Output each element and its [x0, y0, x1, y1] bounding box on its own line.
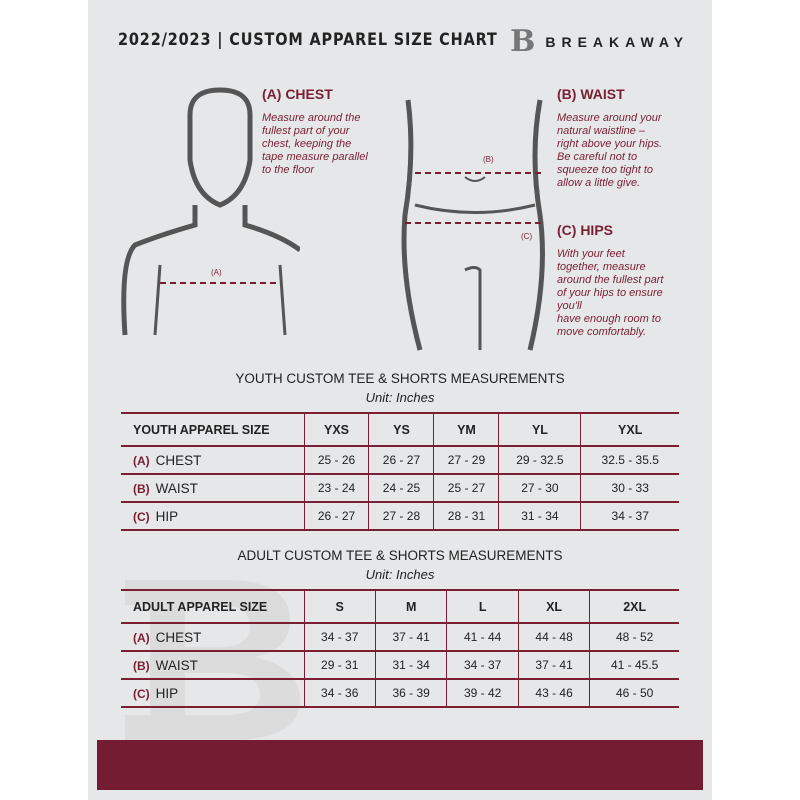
- row-label: (C) HIP: [121, 679, 305, 708]
- measurement-cell: 32.5 - 35.5: [580, 446, 679, 475]
- header-cell: YOUTH APPAREL SIZE: [121, 412, 305, 447]
- measurement-cell: 44 - 48: [518, 623, 591, 652]
- row-label: (C) HIP: [121, 502, 305, 531]
- measurement-cell: 46 - 50: [589, 679, 679, 708]
- youth-table-unit: Unit: Inches: [365, 390, 435, 405]
- header-cell: YXL: [580, 412, 679, 447]
- measurement-cell: 24 - 25: [368, 474, 435, 503]
- footer-bar: [97, 740, 703, 790]
- measurement-cell: 36 - 39: [375, 679, 448, 708]
- measurement-cell: 28 - 31: [433, 502, 500, 531]
- header-cell: 2XL: [589, 589, 679, 624]
- measurement-cell: 37 - 41: [375, 623, 448, 652]
- row-letter: (B): [133, 481, 150, 496]
- header-cell: L: [446, 589, 519, 624]
- youth-size-table: YOUTH APPAREL SIZE YXS YS YM YL YXL (A) CHEST 25…: [121, 412, 679, 531]
- upper-body-illustration: [121, 87, 300, 336]
- measurement-cell: 30 - 33: [580, 474, 679, 503]
- hips-marker: (C): [521, 232, 533, 241]
- row-letter: (C): [133, 509, 150, 524]
- measurement-cell: 27 - 30: [498, 474, 582, 503]
- header-cell: XL: [518, 589, 591, 624]
- row-letter: (A): [133, 630, 150, 645]
- header-cell: YS: [368, 412, 435, 447]
- measurement-cell: 25 - 27: [433, 474, 500, 503]
- youth-table-title: YOUTH CUSTOM TEE & SHORTS MEASUREMENTS: [235, 371, 565, 386]
- measurement-cell: 27 - 28: [368, 502, 435, 531]
- header-cell: YL: [498, 412, 582, 447]
- chest-marker: (A): [211, 268, 222, 277]
- brand-logo: B BREAKAWAY: [510, 24, 689, 59]
- measurement-cell: 31 - 34: [498, 502, 582, 531]
- adult-size-table: ADULT APPAREL SIZE S M L XL 2XL (A) CHEST 34 - 3…: [121, 589, 679, 708]
- row-name: WAIST: [155, 657, 198, 673]
- row-name: CHEST: [155, 452, 202, 468]
- table-row: (C) HIP 26 - 27 27 - 28 28 - 31 31 - 34 34 - 3…: [121, 502, 679, 531]
- waist-marker: (B): [483, 155, 494, 164]
- measurement-cell: 26 - 27: [304, 502, 370, 531]
- measurement-cell: 29 - 31: [304, 651, 376, 680]
- measurement-cell: 31 - 34: [375, 651, 448, 680]
- measurement-cell: 29 - 32.5: [498, 446, 582, 475]
- brand-name: BREAKAWAY: [545, 33, 690, 50]
- measurement-cell: 37 - 41: [518, 651, 591, 680]
- row-label: (B) WAIST: [121, 651, 305, 680]
- header-cell: ADULT APPAREL SIZE: [121, 589, 305, 624]
- table-row: (A) CHEST 34 - 37 37 - 41 41 - 44 44 - 48 48 -…: [121, 623, 679, 652]
- lower-body-illustration: [401, 99, 545, 351]
- measurement-cell: 25 - 26: [304, 446, 370, 475]
- row-name: WAIST: [155, 480, 198, 496]
- table-header-row: ADULT APPAREL SIZE S M L XL 2XL: [121, 589, 679, 624]
- measurement-cell: 27 - 29: [433, 446, 500, 475]
- row-label: (A) CHEST: [121, 446, 305, 475]
- measurement-cell: 34 - 37: [580, 502, 679, 531]
- measurement-cell: 41 - 44: [446, 623, 519, 652]
- chest-heading: (A) CHEST: [262, 86, 333, 102]
- measurement-cell: 43 - 46: [518, 679, 591, 708]
- measurement-cell: 34 - 36: [304, 679, 376, 708]
- measurement-cell: 26 - 27: [368, 446, 435, 475]
- table-row: (B) WAIST 29 - 31 31 - 34 34 - 37 37 - 41 41 -…: [121, 651, 679, 680]
- measurement-cell: 34 - 37: [446, 651, 519, 680]
- hips-instructions: With your feet together, measure around …: [557, 248, 664, 338]
- adult-table-title: ADULT CUSTOM TEE & SHORTS MEASUREMENTS: [237, 548, 563, 563]
- row-name: CHEST: [155, 629, 202, 645]
- logo-mark-icon: B: [510, 24, 536, 59]
- measurement-cell: 41 - 45.5: [589, 651, 679, 680]
- table-header-row: YOUTH APPAREL SIZE YXS YS YM YL YXL: [121, 412, 679, 447]
- row-name: HIP: [155, 685, 179, 701]
- row-letter: (B): [133, 658, 150, 673]
- row-label: (B) WAIST: [121, 474, 305, 503]
- waist-instructions: Measure around your natural waistline – …: [557, 112, 663, 189]
- header-cell: S: [304, 589, 376, 624]
- table-row: (A) CHEST 25 - 26 26 - 27 27 - 29 29 - 32.5 32…: [121, 446, 679, 475]
- adult-table-unit: Unit: Inches: [365, 567, 435, 582]
- page-title: 2022/2023 | CUSTOM APPAREL SIZE CHART: [118, 30, 498, 50]
- row-label: (A) CHEST: [121, 623, 305, 652]
- table-row: (C) HIP 34 - 36 36 - 39 39 - 42 43 - 46 46 - 5…: [121, 679, 679, 708]
- table-row: (B) WAIST 23 - 24 24 - 25 25 - 27 27 - 30 30 -…: [121, 474, 679, 503]
- row-letter: (C): [133, 686, 150, 701]
- measurement-cell: 34 - 37: [304, 623, 376, 652]
- header-cell: M: [375, 589, 448, 624]
- header-cell: YM: [433, 412, 500, 447]
- row-name: HIP: [155, 508, 179, 524]
- measurement-cell: 23 - 24: [304, 474, 370, 503]
- row-letter: (A): [133, 453, 150, 468]
- hips-heading: (C) HIPS: [557, 222, 613, 238]
- chest-instructions: Measure around the fullest part of your …: [262, 112, 368, 176]
- header-cell: YXS: [304, 412, 370, 447]
- waist-heading: (B) WAIST: [557, 86, 625, 102]
- measurement-cell: 48 - 52: [589, 623, 679, 652]
- measurement-cell: 39 - 42: [446, 679, 519, 708]
